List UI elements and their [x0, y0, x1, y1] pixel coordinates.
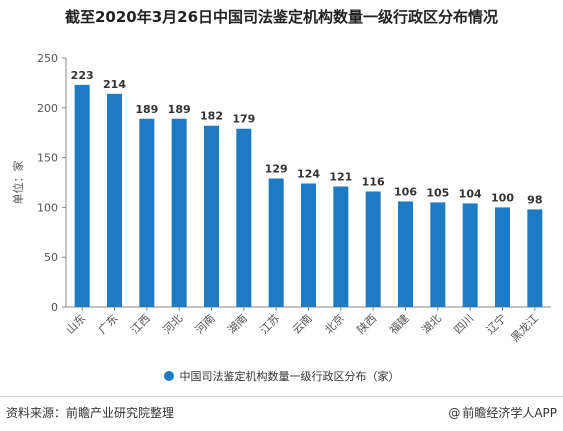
bar-11 — [430, 202, 446, 307]
brand-credit: @ 前瞻经济学人APP — [448, 404, 557, 421]
x-tick-label: 北京 — [321, 311, 346, 336]
brand-label: 前瞻经济学人APP — [462, 406, 557, 420]
x-tick-label: 江苏 — [258, 312, 283, 337]
bar-14 — [527, 209, 543, 307]
x-tick-label: 河北 — [161, 312, 186, 337]
bar-4 — [204, 125, 219, 307]
data-label: 106 — [394, 185, 417, 198]
data-label: 104 — [459, 187, 482, 200]
data-label: 129 — [265, 163, 288, 176]
bar-2 — [139, 118, 155, 307]
bar-7 — [301, 183, 316, 307]
bar-chart: 0 50 100 150 200 250 单位：家 223 山东 214 广东 189 江西 189 河北… — [11, 52, 551, 345]
y-tick-label: 250 — [37, 52, 58, 65]
bar-5 — [236, 128, 252, 307]
bar-1 — [107, 93, 122, 307]
bar-6 — [268, 178, 284, 307]
at-icon: @ — [448, 406, 461, 420]
x-tick-label: 云南 — [290, 312, 315, 337]
y-tick-label: 200 — [37, 102, 58, 115]
data-label: 189 — [135, 103, 158, 116]
data-label: 223 — [71, 69, 94, 82]
bar-13 — [495, 207, 510, 307]
x-tick-label: 福建 — [386, 311, 411, 336]
y-tick-label: 50 — [44, 251, 58, 264]
footer-divider — [0, 396, 563, 397]
data-label: 105 — [426, 186, 449, 199]
data-label: 189 — [168, 103, 191, 116]
x-tick-label: 湖南 — [225, 312, 250, 337]
bar-10 — [398, 201, 413, 307]
x-tick-label: 四川 — [452, 312, 477, 337]
data-label: 179 — [232, 113, 255, 126]
y-tick-label: 100 — [37, 201, 58, 214]
x-tick-label: 陕西 — [354, 311, 379, 336]
data-label: 121 — [329, 170, 352, 183]
data-label: 100 — [491, 191, 514, 204]
x-tick-label: 黑龙江 — [508, 312, 541, 345]
data-label: 124 — [297, 167, 320, 180]
x-tick-label: 山东 — [64, 312, 89, 337]
data-label: 214 — [103, 78, 126, 91]
bar-8 — [333, 186, 349, 307]
legend-swatch-icon — [163, 371, 174, 381]
data-label: 98 — [527, 193, 542, 206]
y-tick-label: 0 — [51, 301, 58, 314]
data-label: 116 — [362, 175, 385, 188]
x-tick-label: 湖北 — [419, 312, 444, 337]
bar-3 — [171, 118, 187, 307]
x-tick-label: 辽宁 — [483, 311, 508, 336]
x-tick-label: 河南 — [193, 312, 218, 337]
chart-bars — [74, 84, 543, 307]
legend-label: 中国司法鉴定机构数量一级行政区分布（家） — [179, 370, 400, 383]
bar-9 — [365, 191, 381, 307]
y-tick-label: 150 — [37, 152, 58, 165]
page-title: 截至2020年3月26日中国司法鉴定机构数量一级行政区分布情况 — [64, 8, 499, 26]
y-axis-label: 单位：家 — [11, 161, 25, 205]
chart-legend: 中国司法鉴定机构数量一级行政区分布（家） — [0, 368, 563, 384]
source-note: 资料来源：前瞻产业研究院整理 — [6, 406, 175, 420]
bar-12 — [462, 203, 478, 307]
x-tick-label: 江西 — [128, 312, 153, 337]
bar-0 — [74, 84, 90, 307]
data-label: 182 — [200, 110, 223, 123]
x-tick-label: 广东 — [96, 312, 121, 337]
